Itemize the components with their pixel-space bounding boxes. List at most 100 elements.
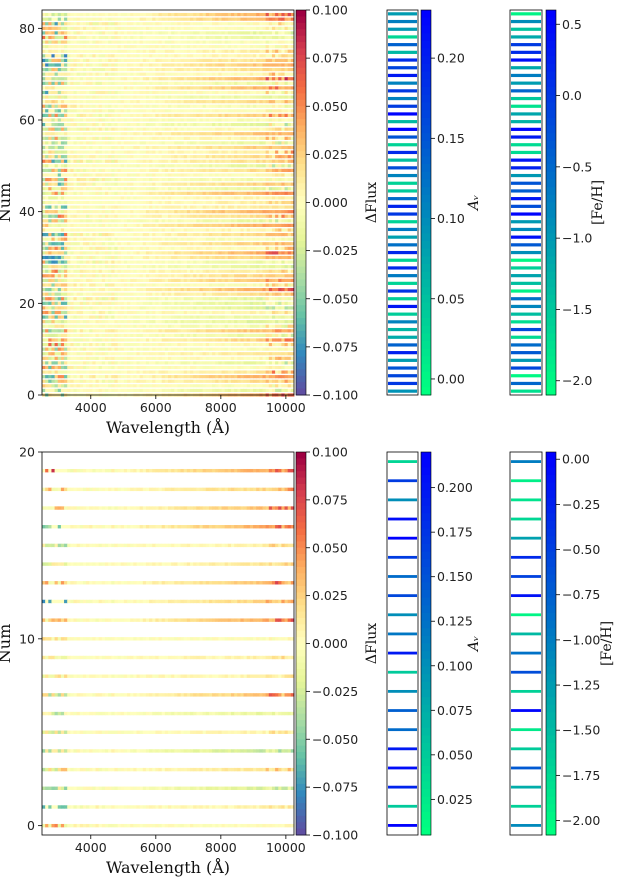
- heatmap-cell: [256, 255, 260, 260]
- heatmap-cell: [95, 159, 100, 163]
- heatmap-cell: [240, 274, 244, 278]
- heatmap-cell: [168, 265, 172, 269]
- heatmap-cell: [136, 237, 141, 241]
- heatmap-cell: [95, 283, 100, 287]
- heatmap-cell: [168, 205, 172, 209]
- heatmap-cell: [202, 219, 207, 223]
- heatmap-cell: [281, 177, 285, 182]
- heatmap-cell: [171, 168, 175, 173]
- heatmap-cell: [174, 287, 178, 292]
- heatmap-cell: [76, 200, 81, 205]
- heatmap-cell: [234, 329, 238, 333]
- heatmap-cell: [174, 187, 178, 191]
- heatmap-cell: [253, 347, 257, 351]
- heatmap-cell: [174, 265, 178, 269]
- heatmap-cell: [180, 159, 185, 163]
- heatmap-cell: [265, 196, 270, 200]
- heatmap-cell: [127, 370, 131, 374]
- heatmap-row: [42, 356, 295, 360]
- heatmap-cell: [155, 223, 159, 228]
- heatmap-cell: [70, 292, 74, 296]
- heatmap-cell: [177, 223, 181, 228]
- heatmap-cell: [70, 329, 74, 333]
- heatmap-row: [42, 228, 295, 232]
- heatmap-cell: [193, 246, 197, 250]
- heatmap-cell: [234, 297, 238, 301]
- heatmap-cell: [89, 315, 93, 319]
- heatmap-cell: [212, 200, 216, 205]
- heatmap-cell: [231, 324, 235, 328]
- heatmap-cell: [139, 297, 144, 301]
- heatmap-cell: [278, 118, 282, 122]
- heatmap-cell: [51, 269, 55, 273]
- heatmap-cell: [249, 306, 254, 310]
- heatmap-cell: [60, 301, 65, 305]
- heatmap-cell: [152, 205, 156, 209]
- heatmap-cell: [290, 173, 295, 177]
- heatmap-cell: [67, 168, 71, 173]
- heatmap-cell: [73, 187, 78, 191]
- heatmap-cell: [199, 237, 204, 241]
- heatmap-cell: [199, 338, 204, 342]
- heatmap-cell: [60, 329, 65, 333]
- heatmap-cell: [246, 388, 251, 393]
- heatmap-cell: [168, 320, 172, 324]
- heatmap-cell: [202, 356, 207, 360]
- heatmap-cell: [45, 375, 49, 379]
- heatmap-cell: [158, 232, 163, 237]
- heatmap-cell: [193, 379, 197, 383]
- heatmap-cell: [186, 306, 191, 310]
- heatmap-cell: [42, 315, 46, 319]
- heatmap-cell: [158, 365, 163, 370]
- heatmap-cell: [249, 297, 254, 301]
- heatmap-cell: [265, 361, 270, 365]
- heatmap-cell: [231, 237, 235, 241]
- heatmap-cell: [155, 306, 159, 310]
- heatmap-cell: [92, 260, 96, 264]
- heatmap-cell: [256, 127, 260, 131]
- heatmap-cell: [171, 118, 175, 122]
- heatmap-cell: [130, 297, 134, 301]
- heatmap-cell: [98, 310, 103, 315]
- heatmap-cell: [54, 310, 59, 315]
- heatmap-cell: [215, 297, 219, 301]
- heatmap-cell: [164, 297, 169, 301]
- heatmap-cell: [123, 187, 128, 191]
- heatmap-cell: [240, 375, 244, 379]
- heatmap-cell: [284, 177, 289, 182]
- heatmap-cell: [278, 150, 282, 154]
- heatmap-cell: [240, 306, 244, 310]
- heatmap-cell: [249, 173, 254, 177]
- heatmap-cell: [268, 306, 273, 310]
- heatmap-row: [42, 118, 295, 122]
- heatmap-cell: [120, 205, 125, 209]
- heatmap-cell: [67, 127, 71, 131]
- heatmap-cell: [218, 159, 222, 163]
- heatmap-cell: [284, 370, 289, 374]
- heatmap-cell: [136, 297, 141, 301]
- heatmap-cell: [111, 155, 115, 159]
- heatmap-cell: [237, 232, 241, 237]
- heatmap-cell: [265, 200, 270, 205]
- heatmap-cell: [284, 122, 289, 127]
- heatmap-cell: [86, 320, 90, 324]
- heatmap-cell: [224, 177, 229, 182]
- heatmap-cell: [275, 159, 279, 163]
- heatmap-cell: [145, 379, 150, 383]
- heatmap-cell: [76, 150, 81, 154]
- heatmap-cell: [215, 356, 219, 360]
- heatmap-cell: [237, 388, 241, 393]
- heatmap-cell: [171, 365, 175, 370]
- heatmap-cell: [60, 187, 65, 191]
- heatmap-cell: [177, 251, 181, 255]
- heatmap-cell: [174, 223, 178, 228]
- heatmap-cell: [221, 315, 226, 319]
- heatmap-cell: [48, 297, 52, 301]
- heatmap-cell: [284, 242, 289, 246]
- heatmap-cell: [271, 269, 276, 273]
- heatmap-cell: [208, 310, 213, 315]
- heatmap-cell: [114, 265, 118, 269]
- heatmap-cell: [57, 164, 62, 168]
- heatmap-cell: [256, 228, 260, 232]
- heatmap-cell: [265, 210, 270, 214]
